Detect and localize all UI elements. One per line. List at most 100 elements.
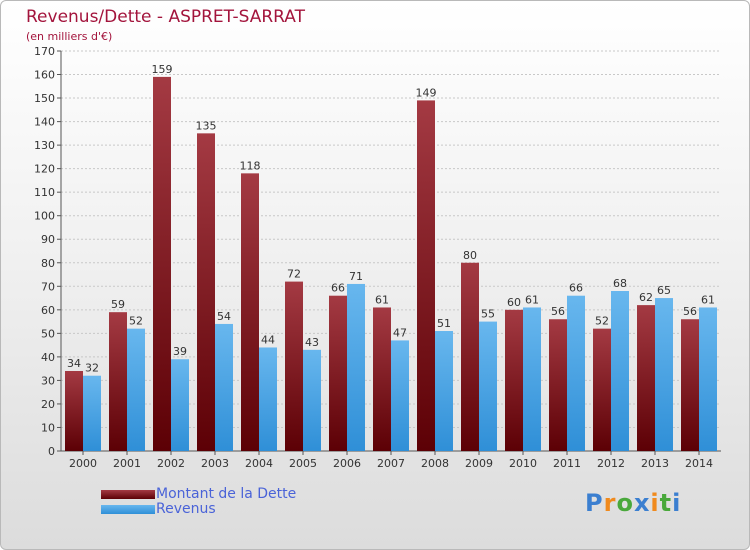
logo-letter: i: [650, 489, 660, 517]
data-label-dette-2002: 159: [152, 63, 173, 76]
bar-revenus-2009: [479, 321, 497, 451]
bar-dette-2010: [505, 309, 523, 451]
y-tick-label: 10: [41, 421, 55, 434]
bar-revenus-2003: [215, 323, 233, 451]
data-label-revenus-2008: 51: [437, 317, 451, 330]
data-label-revenus-2003: 54: [217, 310, 231, 323]
x-tick-label-2012: 2012: [597, 457, 625, 470]
y-tick-label: 60: [41, 304, 55, 317]
bar-revenus-2012: [611, 291, 629, 451]
legend-swatch-revenus: [101, 505, 155, 514]
x-tick-label-2009: 2009: [465, 457, 493, 470]
x-tick-label-2010: 2010: [509, 457, 537, 470]
x-tick-label-2007: 2007: [377, 457, 405, 470]
data-label-dette-2014: 56: [683, 305, 697, 318]
data-label-revenus-2006: 71: [349, 270, 363, 283]
bar-dette-2009: [461, 262, 479, 451]
bar-revenus-2002: [171, 359, 189, 451]
x-tick-label-2004: 2004: [245, 457, 273, 470]
x-tick-label-2002: 2002: [157, 457, 185, 470]
bar-revenus-2014: [699, 307, 717, 451]
bar-dette-2003: [197, 133, 215, 451]
y-tick-label: 30: [41, 374, 55, 387]
data-label-revenus-2013: 65: [657, 284, 671, 297]
bar-dette-2013: [637, 305, 655, 451]
bar-revenus-2005: [303, 349, 321, 451]
bar-revenus-2010: [523, 307, 541, 451]
data-label-dette-2001: 59: [111, 298, 125, 311]
logo-letter: P: [585, 489, 604, 517]
y-tick-label: 160: [34, 69, 55, 82]
y-tick-label: 50: [41, 327, 55, 340]
data-label-revenus-2000: 32: [85, 362, 99, 375]
x-tick-label-2014: 2014: [685, 457, 713, 470]
x-tick-label-2005: 2005: [289, 457, 317, 470]
data-label-dette-2006: 66: [331, 282, 345, 295]
data-label-dette-2010: 60: [507, 296, 521, 309]
data-label-revenus-2002: 39: [173, 345, 187, 358]
x-tick-label-2006: 2006: [333, 457, 361, 470]
y-tick-label: 100: [34, 210, 55, 223]
logo-letter: r: [603, 489, 617, 517]
label-layer: 34 32 59 52 159 39 135 54 118 44 72 43 66 71 61 47 149 51…: [67, 63, 715, 375]
x-tick-label-2000: 2000: [69, 457, 97, 470]
legend-swatch-dette: [101, 490, 155, 499]
data-label-revenus-2011: 66: [569, 282, 583, 295]
data-label-dette-2000: 34: [67, 357, 81, 370]
y-tick-label: 140: [34, 116, 55, 129]
bar-revenus-2008: [435, 331, 453, 451]
data-label-revenus-2001: 52: [129, 315, 143, 328]
data-label-dette-2013: 62: [639, 291, 653, 304]
data-label-revenus-2010: 61: [525, 293, 539, 306]
x-tick-label-2008: 2008: [421, 457, 449, 470]
bar-dette-2001: [109, 312, 127, 451]
data-label-revenus-2014: 61: [701, 293, 715, 306]
y-tick-label: 70: [41, 280, 55, 293]
bar-dette-2012: [593, 328, 611, 451]
proxiti-logo: Proxiti: [585, 489, 681, 517]
bar-revenus-2000: [83, 375, 101, 451]
y-tick-label: 90: [41, 233, 55, 246]
y-tick-label: 20: [41, 398, 55, 411]
bar-revenus-2011: [567, 295, 585, 451]
logo-letter: o: [616, 489, 634, 517]
data-label-revenus-2005: 43: [305, 336, 319, 349]
bar-dette-2002: [153, 76, 171, 451]
data-label-dette-2008: 149: [416, 86, 437, 99]
data-label-dette-2009: 80: [463, 249, 477, 262]
bar-dette-2005: [285, 281, 303, 451]
bar-revenus-2007: [391, 340, 409, 451]
legend-label-dette: Montant de la Dette: [156, 486, 297, 502]
data-label-dette-2012: 52: [595, 315, 609, 328]
data-label-dette-2004: 118: [240, 159, 261, 172]
bar-dette-2000: [65, 371, 83, 451]
data-label-revenus-2009: 55: [481, 308, 495, 321]
axis-layer: 0 10 20 30 40 50 60 70 80 90 100 110 120 130 140 150 160…: [34, 45, 721, 470]
y-tick-label: 40: [41, 351, 55, 364]
bar-dette-2011: [549, 319, 567, 451]
x-tick-label-2011: 2011: [553, 457, 581, 470]
data-label-revenus-2004: 44: [261, 333, 275, 346]
bar-revenus-2001: [127, 328, 145, 451]
data-label-dette-2011: 56: [551, 305, 565, 318]
x-tick-label-2013: 2013: [641, 457, 669, 470]
y-tick-label: 110: [34, 186, 55, 199]
bar-dette-2007: [373, 307, 391, 451]
bar-dette-2008: [417, 100, 435, 451]
y-tick-label: 120: [34, 163, 55, 176]
data-label-dette-2003: 135: [196, 119, 217, 132]
x-tick-label-2001: 2001: [113, 457, 141, 470]
bar-dette-2006: [329, 295, 347, 451]
data-label-revenus-2007: 47: [393, 326, 407, 339]
data-label-revenus-2012: 68: [613, 277, 627, 290]
y-tick-label: 150: [34, 92, 55, 105]
bar-dette-2014: [681, 319, 699, 451]
logo-letter: t: [659, 489, 673, 517]
y-tick-label: 80: [41, 257, 55, 270]
bar-revenus-2013: [655, 298, 673, 451]
data-label-dette-2007: 61: [375, 293, 389, 306]
bar-dette-2004: [241, 173, 259, 451]
logo-letter: x: [633, 489, 651, 517]
